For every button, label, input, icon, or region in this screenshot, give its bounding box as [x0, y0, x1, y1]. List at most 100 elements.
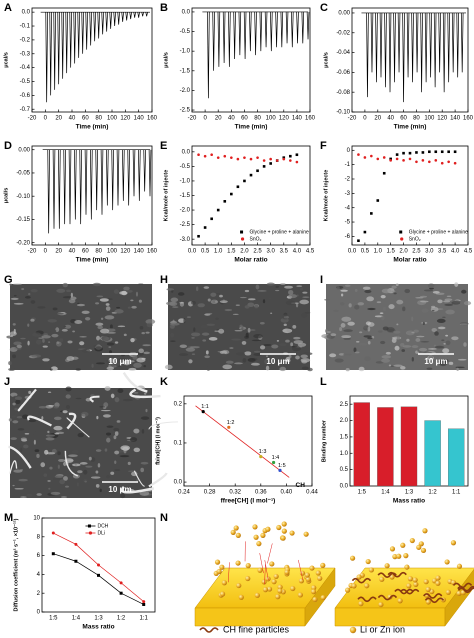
injection-peak: [95, 149, 98, 211]
sem-texture: [145, 408, 148, 413]
injection-peak: [127, 149, 130, 206]
y-tick-label: -0.5: [180, 29, 191, 35]
sem-texture: [170, 297, 179, 303]
sem-texture: [292, 325, 297, 329]
sem-texture: [247, 298, 256, 301]
sem-texture: [441, 339, 445, 342]
y-tick-label: 4: [37, 572, 41, 578]
x-tick-label: 20: [215, 116, 222, 122]
sem-texture: [76, 303, 86, 307]
series-line: [53, 532, 144, 602]
y-tick-label: -0.06: [336, 70, 350, 76]
injection-peak: [456, 12, 459, 78]
sem-texture: [50, 491, 61, 495]
sem-texture: [18, 478, 28, 482]
x-axis-title: ffree[CH] (l mol⁻¹): [221, 498, 276, 505]
ion: [297, 592, 303, 598]
marker: [97, 573, 100, 577]
sem-texture: [120, 455, 128, 457]
sem-texture: [380, 340, 386, 345]
marker: [434, 150, 438, 154]
x-tick-label: 140: [292, 116, 303, 122]
y-tick-label: 0.0: [340, 484, 349, 490]
sem-texture: [37, 306, 46, 309]
sem-texture: [263, 343, 272, 346]
injection-peak: [97, 12, 100, 39]
marker: [408, 151, 412, 155]
sem-texture: [377, 330, 383, 333]
plot-frame: [31, 7, 153, 113]
ion: [450, 540, 457, 546]
sem-texture: [268, 297, 272, 300]
sem-texture: [56, 288, 66, 293]
ion: [317, 575, 323, 581]
line-label: CH: [296, 482, 306, 489]
x-tick-label: 2.5: [412, 249, 421, 255]
sem-texture: [16, 416, 23, 419]
injection-peak: [133, 12, 136, 18]
y-tick-label: -0.3: [20, 51, 31, 57]
ion: [379, 576, 385, 582]
sem-texture: [448, 361, 454, 365]
sem-texture: [385, 351, 391, 355]
sem-texture: [404, 288, 411, 294]
y-tick-label: -3: [345, 191, 351, 197]
ion: [261, 579, 267, 585]
sem-texture: [104, 448, 108, 452]
sem-texture: [253, 350, 261, 353]
sem-texture: [183, 318, 186, 324]
ion: [320, 594, 326, 601]
sem-texture: [38, 406, 47, 409]
scale-bar-label: 10 μm: [424, 357, 447, 366]
sem-texture: [99, 298, 109, 302]
marker: [262, 165, 266, 168]
x-tick-label: 4.0: [451, 249, 460, 255]
y-tick-label: 0.0: [174, 480, 183, 486]
sem-texture: [114, 309, 124, 314]
sem-texture: [247, 327, 251, 333]
sem-texture: [343, 353, 353, 356]
ion: [214, 559, 221, 565]
sem-texture: [207, 312, 213, 315]
x-tick-label: 2.5: [253, 249, 262, 255]
sem-texture: [45, 434, 55, 437]
sem-texture: [88, 456, 92, 461]
legend-label: DCH: [97, 523, 108, 529]
sem-texture: [400, 365, 406, 370]
ion: [320, 562, 326, 568]
marker: [278, 468, 282, 472]
sem-texture: [356, 341, 360, 343]
sem-texture: [120, 493, 126, 499]
y-tick-label: -0.10: [336, 110, 350, 116]
ion: [356, 574, 362, 580]
marker: [97, 563, 100, 567]
sem-texture: [24, 295, 31, 299]
sem-texture: [83, 478, 88, 483]
sem-texture: [23, 444, 29, 449]
sem-texture: [169, 301, 178, 307]
injection-peak: [411, 12, 414, 83]
bar: [400, 406, 418, 487]
injection-peak: [285, 11, 289, 44]
y-tick-label: -1: [345, 162, 351, 168]
x-tick-label: 160: [147, 116, 158, 122]
sem-texture: [423, 289, 434, 292]
sem-texture: [296, 285, 303, 287]
ion: [310, 589, 317, 595]
sem-texture: [359, 331, 363, 334]
sem-texture: [367, 337, 373, 340]
sem-texture: [411, 356, 414, 362]
ion: [364, 583, 370, 589]
ion: [435, 575, 441, 581]
sem-texture: [105, 303, 110, 306]
sem-texture: [186, 316, 192, 319]
binding-line: [264, 560, 269, 581]
sem-texture: [413, 329, 419, 333]
y-tick-label: 0.0: [22, 10, 31, 16]
y-axis-title: Kcal/mole of injecte: [323, 170, 329, 222]
sem-texture: [291, 346, 301, 352]
injection-peak: [106, 149, 109, 206]
sem-texture: [177, 292, 185, 296]
sem-texture: [142, 344, 151, 347]
sem-texture: [195, 286, 199, 292]
